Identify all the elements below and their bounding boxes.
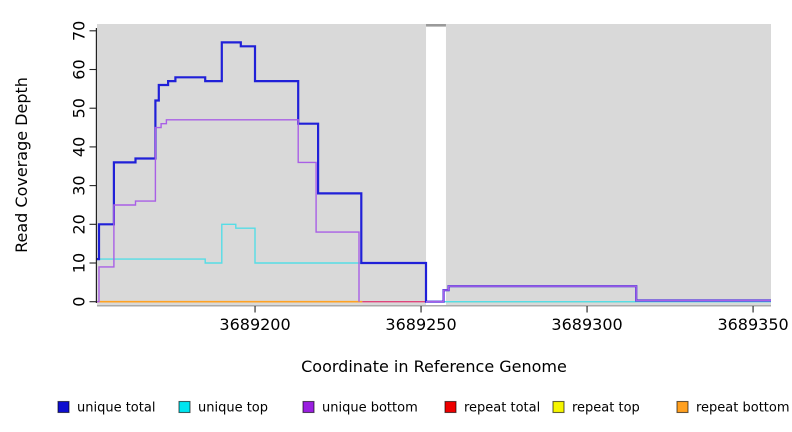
legend-label: unique total [77,401,155,416]
legend-item-unique-bottom: unique bottom [302,400,418,416]
series-lines [97,41,771,303]
legend-item-repeat-top: repeat top [552,400,640,416]
y-tick-label: 70 [70,21,89,41]
legend-swatch-unique-total [57,400,70,414]
legend-swatch-repeat-top [552,400,565,414]
series-unique-bottom [97,119,771,303]
y-tick-label: 0 [70,297,89,307]
legend-label: repeat top [572,401,640,416]
legend-label: unique bottom [322,401,418,416]
legend-label: repeat total [464,401,540,416]
legend-label: repeat bottom [696,401,790,416]
axes: 3689200 3689250 3689300 3689350 0 10 20 30 40 50 6… [70,21,789,334]
legend-swatch-unique-top [178,400,191,414]
y-tick-label: 30 [70,175,89,195]
legend-item-unique-top: unique top [178,400,268,416]
legend-item-repeat-total: repeat total [444,400,540,416]
y-tick-label: 40 [70,137,89,157]
x-tick-label: 3689250 [385,315,456,334]
gap-band-rect [426,24,446,305]
x-axis-title: Coordinate in Reference Genome [301,357,567,376]
y-tick-label: 50 [70,98,89,118]
gap-band-cap [426,24,446,27]
legend-swatch-repeat-total [444,400,457,414]
legend-item-unique-total: unique total [57,400,155,416]
x-tick-label: 3689350 [717,315,788,334]
legend-swatch-repeat-bottom [676,400,689,414]
y-tick-label: 20 [70,214,89,234]
legend-item-repeat-bottom: repeat bottom [676,400,790,416]
legend: unique total unique top unique bottom repea… [57,400,790,416]
x-tick-label: 3689300 [551,315,622,334]
x-tick-label: 3689200 [219,315,290,334]
y-tick-label: 60 [70,59,89,79]
y-axis-title: Read Coverage Depth [12,77,31,253]
y-tick-label: 10 [70,253,89,273]
gap-band [426,24,446,305]
legend-swatch-unique-bottom [302,400,315,414]
legend-label: unique top [198,401,268,416]
